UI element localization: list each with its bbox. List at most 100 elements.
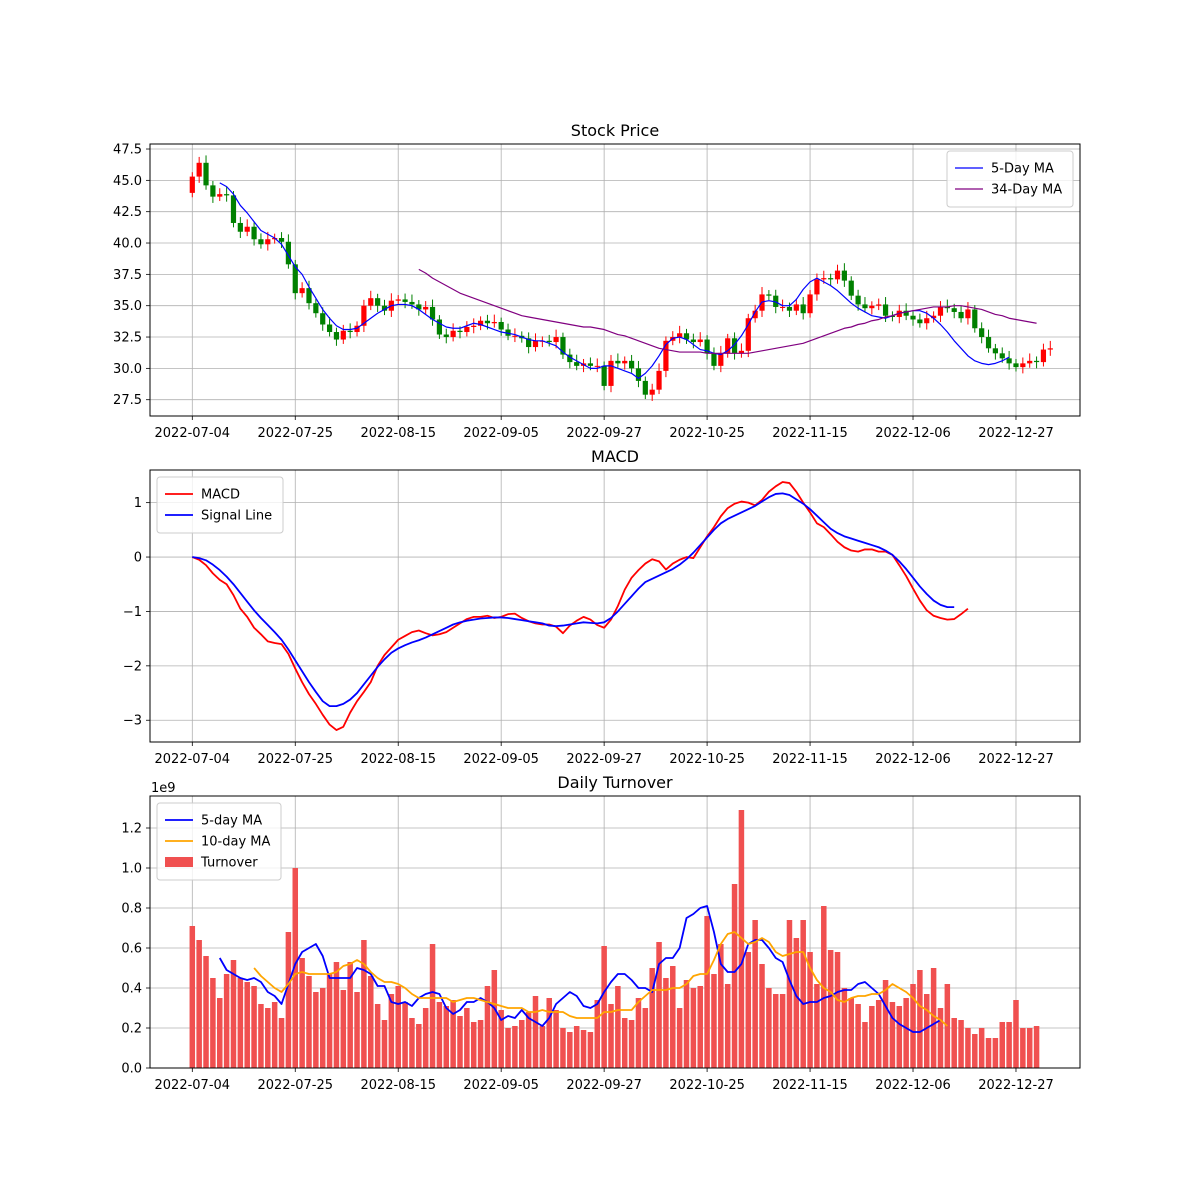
price-candle-body <box>903 310 909 316</box>
turnover-bar <box>313 992 319 1068</box>
turnover-bar <box>525 1012 532 1068</box>
turnover-bar <box>265 1008 271 1068</box>
price-candle-body <box>354 325 360 333</box>
macd-chart-title: MACD <box>591 447 639 466</box>
turnover-bar <box>779 994 786 1068</box>
price-candle-body <box>477 320 484 326</box>
price-candle-body <box>965 309 971 319</box>
price-candle-body <box>237 222 243 232</box>
turnover-bar <box>807 952 813 1068</box>
price-candle-body <box>436 319 443 335</box>
price-candle-body <box>931 315 937 319</box>
turnover-bar <box>450 1000 456 1068</box>
macd-x-tick-label: 2022-10-25 <box>669 752 745 767</box>
turn-x-tick-label: 2022-12-27 <box>978 1078 1054 1093</box>
price-candle-body <box>587 363 594 366</box>
turnover-bar <box>642 1008 649 1068</box>
price-y-tick-label: 27.5 <box>113 393 142 408</box>
macd-y-axis: −3 −2 −1 0 1 <box>123 496 150 729</box>
turnover-bar <box>972 1034 978 1068</box>
turnover-bar <box>656 942 662 1068</box>
turnover-bar <box>299 958 305 1068</box>
price-candle-body <box>793 304 799 311</box>
price-candle-body <box>738 350 745 354</box>
price-candle-body <box>635 368 642 381</box>
price-candle-body <box>718 353 724 366</box>
price-y-tick-label: 35.0 <box>113 299 142 314</box>
macd-y-tick-label: −1 <box>123 605 142 620</box>
turnover-bar <box>745 952 752 1068</box>
price-x-tick-label: 2022-07-04 <box>155 426 231 441</box>
macd-grid <box>150 470 1080 742</box>
turnover-bar <box>965 1028 971 1068</box>
price-candle-body <box>313 303 319 314</box>
price-candle-body <box>848 280 854 296</box>
macd-y-tick-label: 1 <box>134 496 142 511</box>
turn-x-tick-label: 2022-08-15 <box>360 1078 436 1093</box>
price-candle-body <box>1047 348 1053 350</box>
turnover-bar <box>978 1028 985 1068</box>
price-candle-body <box>251 226 257 240</box>
turnover-bar <box>635 998 642 1068</box>
turnover-bar <box>724 984 731 1068</box>
turnover-bar <box>470 1022 477 1068</box>
macd-y-tick-label: −3 <box>123 714 142 729</box>
turnover-axes-frame <box>149 795 1081 1069</box>
turnover-bar <box>333 962 340 1068</box>
price-candle-body <box>189 176 195 193</box>
macd-x-tick-label: 2022-12-06 <box>875 752 951 767</box>
turnover-bar <box>594 1000 601 1068</box>
price-candle-body <box>711 353 717 366</box>
price-y-tick-label: 37.5 <box>113 268 142 283</box>
price-candle-body <box>725 338 731 354</box>
turnover-bar <box>855 1004 861 1068</box>
price-axes-frame <box>149 143 1081 417</box>
price-candle-body <box>882 304 889 316</box>
turnover-bar <box>292 868 299 1068</box>
price-candle-body <box>677 333 683 338</box>
price-candle-body <box>429 306 436 320</box>
turn-y-tick-label: 0.8 <box>121 902 142 917</box>
price-candle-body <box>615 360 621 364</box>
price-candle-body <box>944 306 950 309</box>
turnover-bar <box>999 1022 1006 1068</box>
turn-legend-label: 5-day MA <box>201 814 262 829</box>
turnover-bar <box>958 1020 964 1068</box>
macd-legend-label: Signal Line <box>201 509 272 524</box>
turnover-bar <box>484 986 491 1068</box>
turnover-bar <box>368 976 374 1068</box>
turnover-bar <box>464 1008 470 1068</box>
price-candle-body <box>985 337 992 349</box>
turnover-bar <box>189 926 196 1068</box>
price-candle-body <box>292 264 298 294</box>
macd-y-tick-label: −2 <box>123 659 142 674</box>
price-x-tick-label: 2022-10-25 <box>669 426 745 441</box>
turnover-bar <box>690 988 697 1068</box>
turnover-bar <box>615 986 621 1068</box>
turnover-bar <box>869 1006 875 1068</box>
turnover-bar <box>498 1010 504 1068</box>
turnover-bar <box>992 1038 999 1068</box>
turnover-bar <box>580 1030 587 1068</box>
turnover-bar <box>416 1024 422 1068</box>
turn-x-tick-label: 2022-11-15 <box>772 1078 848 1093</box>
macd-legend-label: MACD <box>201 488 240 503</box>
turnover-bar <box>388 994 395 1068</box>
turnover-bar <box>457 1016 463 1068</box>
turnover-bar <box>532 996 539 1068</box>
turn-y-tick-label: 0.0 <box>121 1062 142 1077</box>
turnover-bar <box>306 976 312 1068</box>
turnover-bar <box>1033 1026 1040 1068</box>
price-candle-body <box>278 238 285 242</box>
price-candle-body <box>299 288 305 294</box>
turn-y-tick-label: 0.6 <box>121 942 142 957</box>
price-x-tick-label: 2022-09-05 <box>463 426 539 441</box>
price-candle-body <box>560 337 566 355</box>
turnover-bar <box>697 986 703 1068</box>
turnover-bar <box>752 920 758 1068</box>
price-candle-body <box>800 304 806 314</box>
price-candle-body <box>601 365 607 386</box>
turnover-bar <box>326 974 333 1068</box>
turn-legend-swatch <box>165 857 193 867</box>
